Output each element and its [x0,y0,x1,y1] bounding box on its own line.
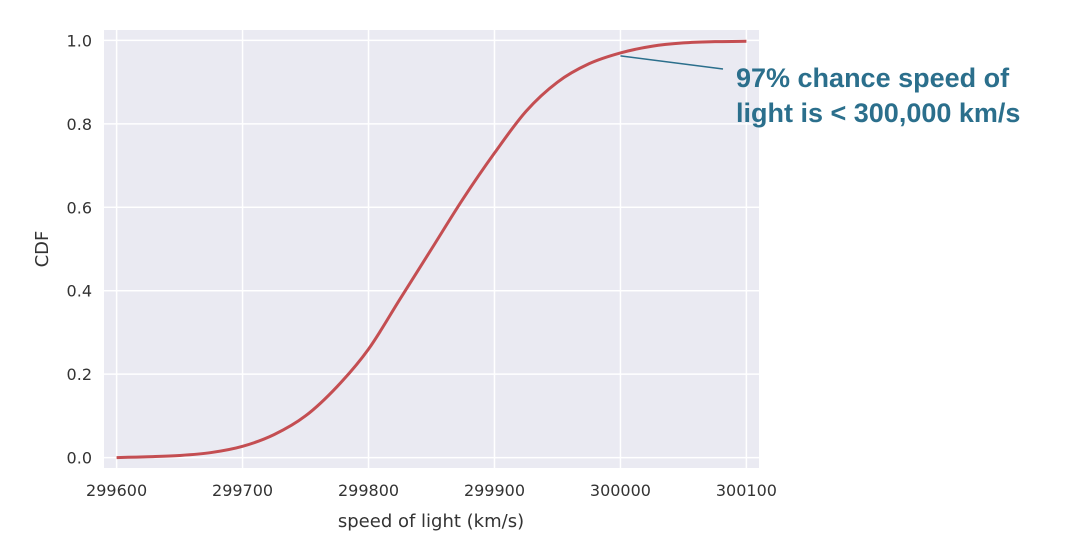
annotation-pointer-line [620,55,724,70]
y-tick-label: 0.6 [67,198,92,217]
y-axis-label: CDF [32,231,53,268]
x-tick-label: 299700 [212,481,273,500]
x-tick-label: 300000 [590,481,651,500]
y-tick-label: 1.0 [67,31,92,50]
y-tick-label: 0.2 [67,365,92,384]
x-axis-label: speed of light (km/s) [338,511,524,532]
cdf-series-line [116,39,747,460]
y-tick-label: 0.8 [67,115,92,134]
x-tick-label: 299800 [338,481,399,500]
x-tick-labels: 299600 299700 299800 299900 300000 300100 [86,481,777,500]
x-tick-label: 300100 [716,481,777,500]
y-tick-label: 0.0 [67,449,92,468]
annotation-text-line-2: light is < 300,000 km/s [736,98,1020,128]
x-tick-label: 299600 [86,481,147,500]
grid-lines [104,30,759,468]
annotation-text-line-1: 97% chance speed of [736,63,1010,93]
y-tick-labels: 0.0 0.2 0.4 0.6 0.8 1.0 [67,31,92,467]
y-tick-label: 0.4 [67,282,92,301]
x-tick-label: 299900 [464,481,525,500]
